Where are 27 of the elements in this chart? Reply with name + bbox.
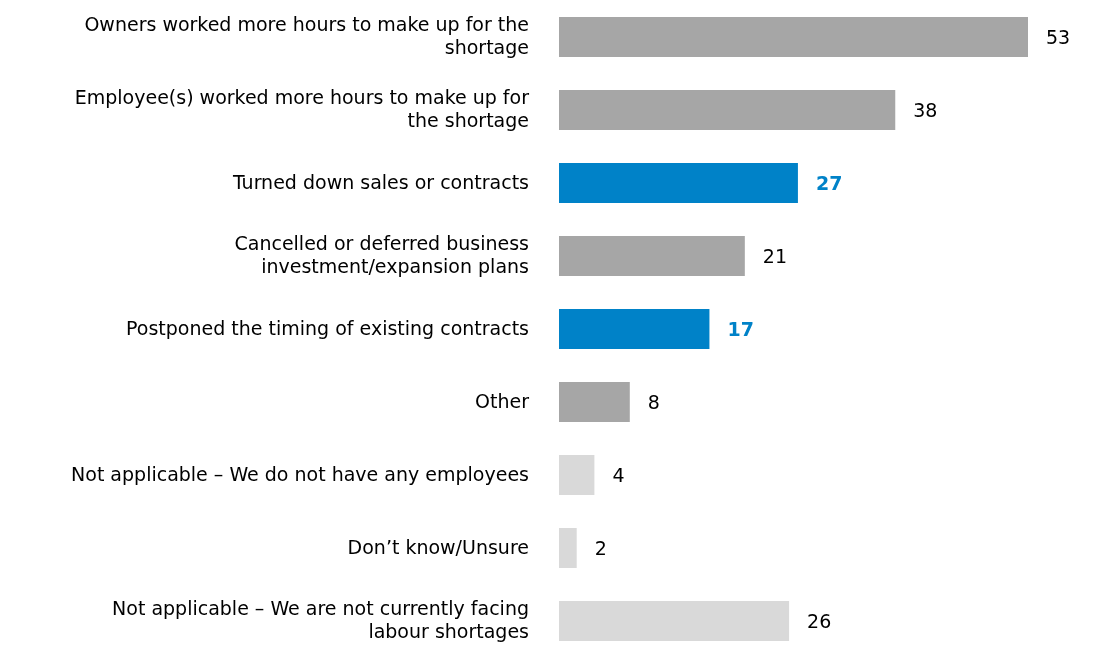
data-label: 2: [594, 537, 607, 559]
bar: [559, 601, 790, 641]
y-tick-label: Turned down sales or contracts: [231, 170, 529, 193]
data-label: 27: [815, 172, 843, 194]
data-label: 53: [1046, 26, 1071, 48]
y-tick-label: Not applicable – We do not have any employees: [71, 462, 529, 485]
data-label: 8: [647, 391, 660, 413]
data-label: 26: [807, 610, 832, 632]
bar: [559, 528, 577, 568]
y-tick-label: Other: [475, 389, 530, 412]
y-tick-label: Don’t know/Unsure: [347, 535, 529, 558]
data-label: 38: [913, 99, 938, 121]
data-label: 21: [762, 245, 788, 267]
bar: [559, 382, 630, 422]
bar: [559, 90, 896, 130]
y-tick-label: Owners worked more hours to make up for the shortage: [84, 13, 529, 58]
y-tick-label: Not applicable – We are not currently facing labour shortages: [112, 597, 529, 642]
y-tick-label: Cancelled or deferred business investment/expansion plans: [234, 232, 529, 277]
bar: [559, 309, 710, 349]
y-tick-label: Postponed the timing of existing contracts: [126, 316, 529, 339]
bar: [559, 455, 595, 495]
data-label: 17: [727, 318, 754, 340]
bar: [559, 236, 745, 276]
y-tick-label: Employee(s) worked more hours to make up for the shortage: [74, 86, 530, 131]
data-label: 4: [612, 464, 625, 486]
bar: [559, 17, 1028, 57]
bar: [559, 163, 798, 203]
